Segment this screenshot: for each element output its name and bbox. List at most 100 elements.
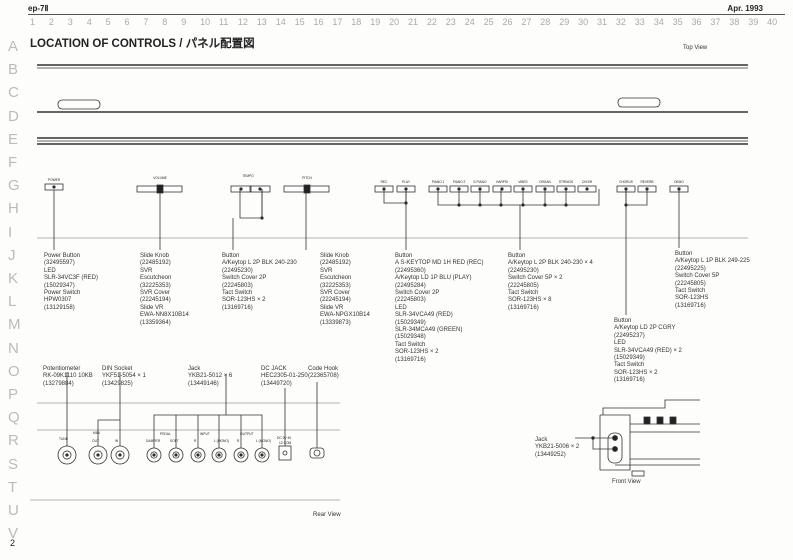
part-line: A/Keytop L 1P BLK 249-225	[675, 258, 750, 265]
rear-panel-label: DAMPER	[146, 439, 161, 443]
grid-row-letter: T	[8, 478, 18, 496]
grid-row-letter: I	[8, 223, 13, 241]
panel-switch	[249, 185, 271, 193]
part-callout-effects: Button A/Keytop LD 2P CGRY (22495237) LED SL…	[614, 318, 682, 385]
grid-row-letter: E	[8, 130, 19, 148]
grid-column-number: 2	[48, 17, 54, 27]
grid-row-letter: H	[8, 200, 19, 218]
part-line: (15029348)	[395, 334, 426, 341]
grid-row-letter: P	[8, 386, 19, 403]
part-line: (22245805)	[508, 282, 539, 289]
part-line: Potentiometer	[43, 366, 81, 372]
part-line: (22495230)	[222, 267, 253, 274]
part-callout-recplay: Button A S-KEYTOP MD 1H RED (REC) (2249536…	[395, 253, 483, 364]
grid-column-number: 10	[200, 17, 211, 27]
part-line: Tact Switch	[508, 290, 539, 297]
grid-column-number: 6	[124, 17, 130, 27]
grid-column-number: 20	[389, 17, 400, 27]
part-line: Power Button	[44, 253, 81, 259]
part-line: SVR Cover	[320, 290, 351, 297]
grid-column-number: 11	[219, 17, 229, 27]
grid-column-number: 5	[105, 17, 111, 27]
part-callout-demo: Button A/Keytop L 1P BLK 249-225 (22495225…	[675, 251, 750, 310]
part-line: Switch Cover 2P	[395, 290, 440, 297]
part-callout-frontjack: Jack YKB21-5006 × 2 (13449252)	[535, 437, 579, 459]
grid-column-number: 13	[256, 17, 267, 27]
rear-panel-label: MIDI	[93, 431, 100, 435]
grid-row-letter: M	[8, 316, 21, 334]
part-line: SVR Cover	[140, 290, 171, 297]
part-line: Slide VR	[140, 304, 164, 311]
part-line: YKB21-5006 × 2	[535, 444, 580, 451]
part-line: HEC2305-01-250	[261, 373, 308, 380]
part-line: SOR-123HS × 2	[395, 349, 439, 356]
part-line: (13169716)	[395, 356, 426, 363]
part-line: (22495360)	[395, 267, 426, 274]
part-callout-pot: Potentiometer RK-09K1110 10KB (13279884)	[43, 366, 93, 388]
part-line: (22495284)	[395, 282, 426, 289]
grid-column-number: 16	[313, 17, 324, 27]
part-line: SOR-123HS × 2	[614, 369, 658, 376]
part-line: EWA-NN8X10B14	[140, 312, 189, 319]
leader-line	[239, 189, 263, 219]
part-line: (22245803)	[222, 282, 253, 289]
part-line: Button	[675, 251, 693, 257]
part-line: Button	[614, 318, 632, 324]
part-line: (13279884)	[43, 380, 74, 387]
part-line: DIN Socket	[102, 366, 133, 372]
grid-row-letter: V	[8, 525, 19, 543]
part-line: HPW0307	[44, 297, 72, 304]
rear-panel-label: SOFT	[170, 439, 179, 443]
part-line: Switch Cover 5P × 2	[508, 275, 563, 282]
rear-panel-label: TUNE	[59, 437, 68, 441]
part-line: (22495225)	[675, 265, 706, 272]
part-line: (13449252)	[535, 451, 566, 458]
part-line: DC JACK	[261, 366, 287, 372]
part-line: Slide VR	[320, 304, 344, 311]
part-line: A/Keytop LD 1P BLU (PLAY)	[395, 275, 472, 282]
grid-row-letter: D	[8, 107, 19, 125]
grid-row-letter: U	[8, 502, 19, 519]
panel-label: VOLUME	[153, 176, 167, 180]
panel-label: PLAY	[402, 180, 410, 184]
part-line: SLR-34VC3F (RED)	[44, 275, 99, 282]
grid-row-letter: S	[8, 455, 19, 473]
rear-panel-label: R	[194, 439, 197, 443]
part-line: (22495237)	[614, 332, 645, 339]
panel-label: PIANO 1	[431, 180, 445, 184]
part-line: SVR	[140, 267, 153, 274]
part-callout-power: Power Button (32495597) LED SLR-34VC3F (RED…	[44, 253, 98, 312]
grid-column-number: 23	[445, 17, 456, 27]
top-view-label: Top View	[683, 45, 708, 51]
rear-panel-label: L (MONO)	[256, 439, 272, 443]
part-line: A/Keytop L 2P BLK 240-230	[222, 260, 297, 267]
part-line: (13129158)	[44, 304, 75, 311]
part-callout-volume: Slide Knob (22485192) SVR Escutcheon (322253…	[140, 253, 189, 327]
part-line: (22245805)	[675, 280, 706, 287]
part-line: Escutcheon	[140, 275, 172, 282]
grid-column-number: 12	[237, 17, 248, 27]
panel-label: DEMO	[674, 180, 684, 184]
part-line: (13169716)	[614, 377, 645, 384]
panel-label: CHOIR	[581, 180, 593, 184]
grid-row-letter: B	[8, 61, 19, 79]
grid-column-number: 4	[86, 17, 92, 27]
grid-column-number: 24	[464, 17, 475, 27]
part-line: SLR-34VCA49 (RED) × 2	[614, 347, 682, 354]
panel-switch	[577, 185, 597, 193]
part-line: (13359364)	[140, 319, 171, 326]
grid-row-letter: R	[8, 432, 19, 450]
page-title: LOCATION OF CONTROLS / パネル配置図	[30, 38, 255, 50]
part-line: Tact Switch	[222, 290, 253, 297]
part-line: Button	[508, 253, 526, 259]
grid-column-number: 14	[275, 17, 286, 27]
grid-column-number: 26	[502, 17, 513, 27]
rear-panel-label: DC 9V IN	[277, 436, 291, 440]
panel-switch	[230, 185, 252, 193]
part-line: SOR-123HS × 8	[508, 297, 552, 304]
part-line: (15029347)	[44, 282, 75, 289]
grid-column-number: 22	[426, 17, 437, 27]
grid-column-number: 34	[653, 17, 664, 27]
part-line: A/Keytop LD 2P CGRY	[614, 325, 676, 332]
